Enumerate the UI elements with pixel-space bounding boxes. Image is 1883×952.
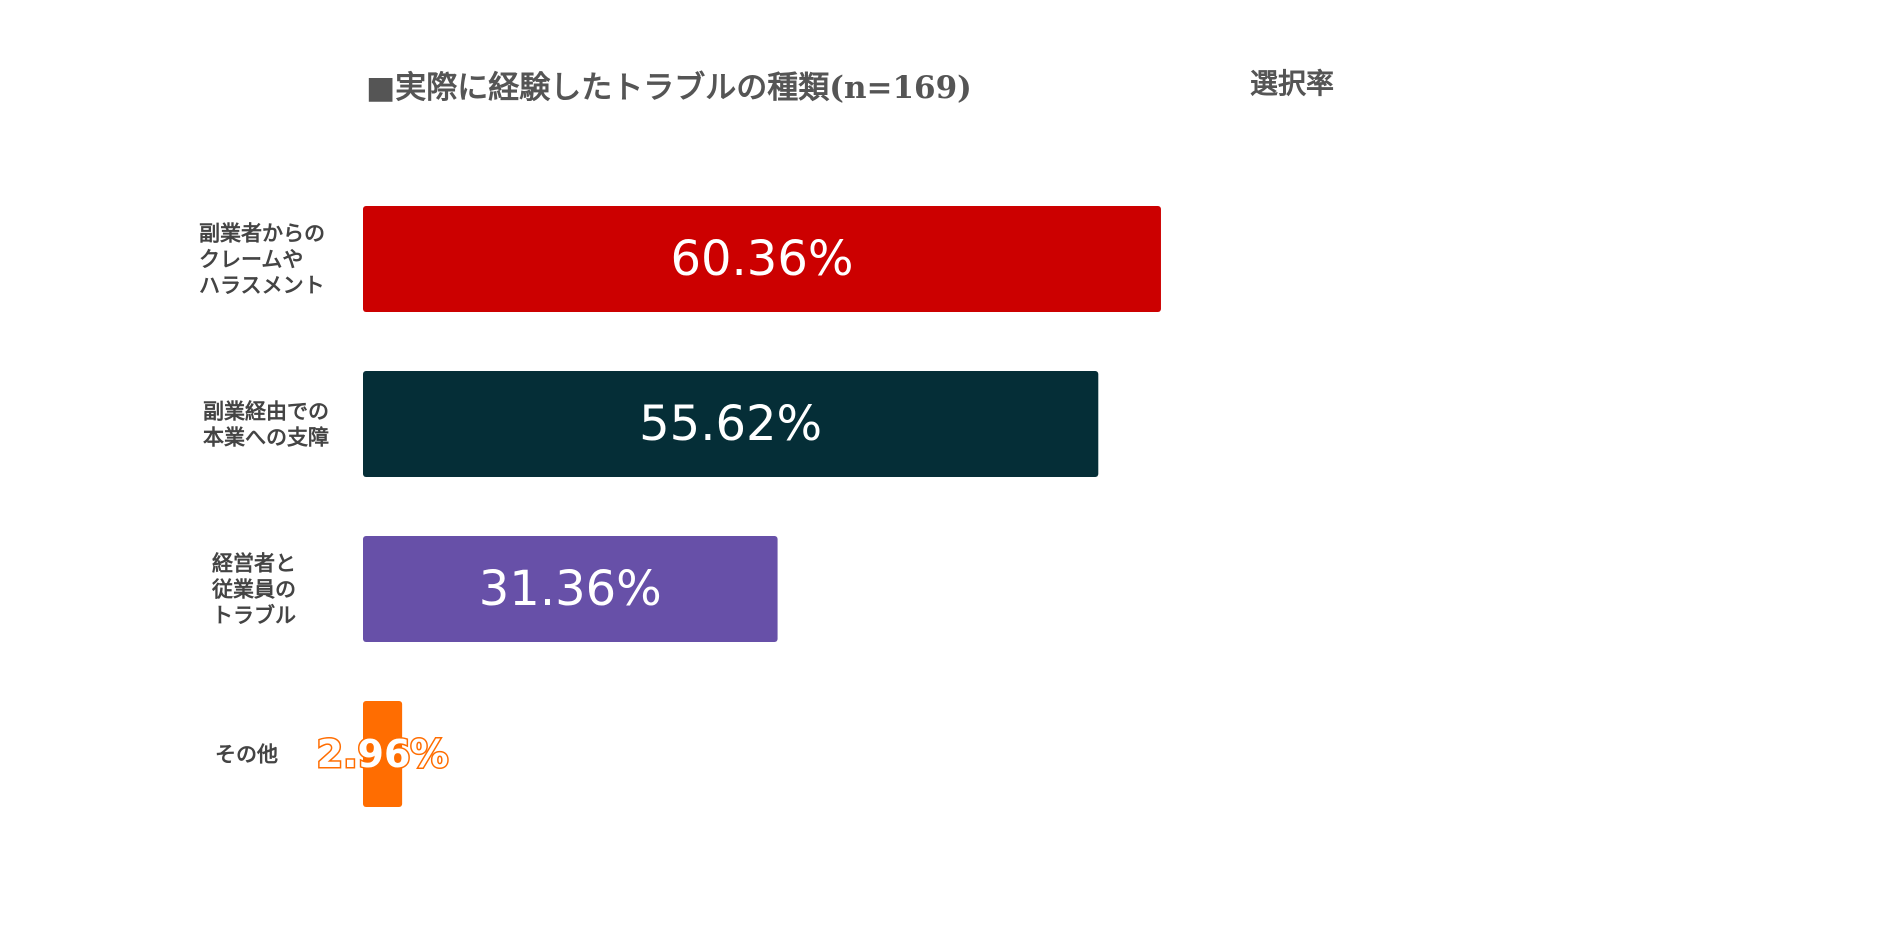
category-label-4: その他 (215, 742, 278, 767)
data-label-4: 2.96% (317, 732, 449, 776)
value-column-header: 選択率 (1250, 67, 1335, 100)
bar-2 (363, 371, 1099, 477)
bar-1 (363, 206, 1161, 312)
category-label-3: 経営者と従業員のトラブル (211, 551, 296, 628)
bar-3 (363, 536, 778, 642)
category-label-1: 副業者からのクレームやハラスメント (199, 221, 325, 298)
bar-4 (363, 701, 403, 807)
category-label-2: 副業経由での本業への支障 (203, 399, 329, 450)
data-label-2: 55.62% (639, 396, 822, 452)
data-label-1: 60.36% (670, 231, 853, 287)
chart-title: ■実際に経験したトラブルの種類(n=169) (366, 70, 972, 106)
data-label-3: 31.36% (479, 561, 662, 617)
